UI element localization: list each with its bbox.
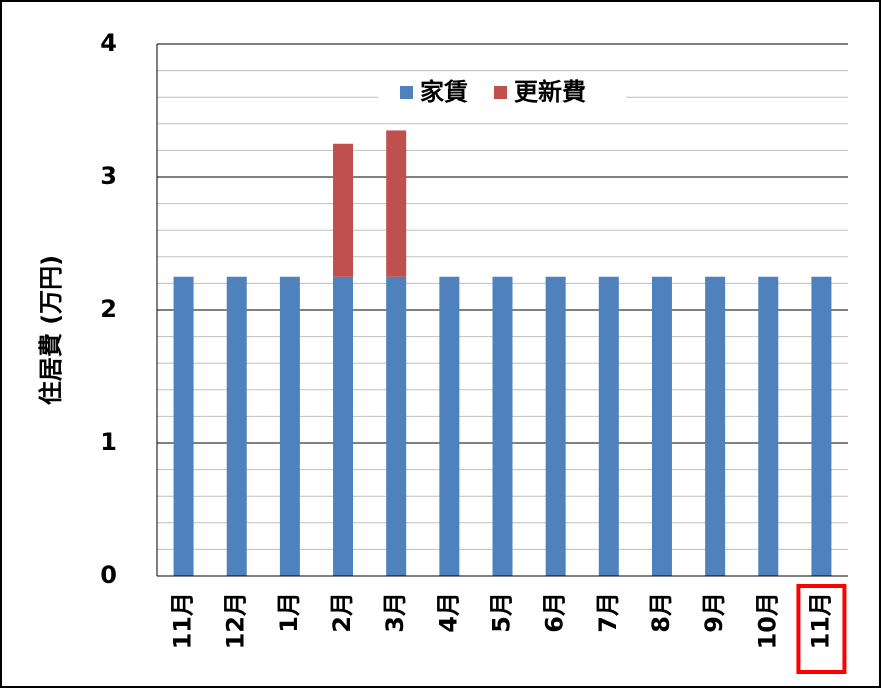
x-tick-label: 11月 bbox=[806, 592, 834, 649]
x-tick-label: 1月 bbox=[275, 592, 303, 633]
highlight-box bbox=[796, 584, 847, 674]
y-tick-label: 3 bbox=[100, 162, 117, 190]
x-tick-label: 4月 bbox=[434, 592, 462, 633]
x-tick-label: 10月 bbox=[753, 592, 781, 649]
y-tick-label: 2 bbox=[100, 295, 117, 323]
y-tick-label: 4 bbox=[100, 29, 117, 57]
bar-segment bbox=[545, 276, 566, 576]
y-axis-title: 住居費 (万円) bbox=[37, 255, 65, 405]
bar-segment bbox=[333, 143, 354, 277]
bar-segment bbox=[492, 276, 513, 576]
legend-label: 家賃 bbox=[420, 78, 468, 106]
bar-segment bbox=[758, 276, 779, 576]
x-tick-label: 8月 bbox=[647, 592, 675, 633]
bar-segment bbox=[226, 276, 247, 576]
x-tick-label: 3月 bbox=[381, 592, 409, 633]
bar-segment bbox=[651, 276, 672, 576]
bar-segment bbox=[439, 276, 460, 576]
x-tick-label: 9月 bbox=[700, 592, 728, 633]
x-tick-label: 11月 bbox=[169, 592, 197, 649]
legend-label: 更新費 bbox=[514, 78, 586, 106]
x-tick-label: 12月 bbox=[222, 592, 250, 649]
legend-swatch bbox=[400, 86, 413, 99]
bar-segment bbox=[279, 276, 300, 576]
bar-segment bbox=[386, 130, 407, 277]
x-tick-label: 7月 bbox=[594, 592, 622, 633]
legend-swatch bbox=[494, 86, 507, 99]
bar-segment bbox=[598, 276, 619, 576]
bar-segment bbox=[705, 276, 726, 576]
bar-segment bbox=[811, 276, 832, 576]
bar-segment bbox=[173, 276, 194, 576]
y-tick-label: 0 bbox=[100, 561, 117, 589]
bar-segment bbox=[333, 276, 354, 576]
bar-segment bbox=[386, 276, 407, 576]
x-tick-label: 5月 bbox=[488, 592, 516, 633]
x-tick-label: 6月 bbox=[541, 592, 569, 633]
y-tick-label: 1 bbox=[100, 428, 117, 456]
x-tick-label: 2月 bbox=[328, 592, 356, 633]
